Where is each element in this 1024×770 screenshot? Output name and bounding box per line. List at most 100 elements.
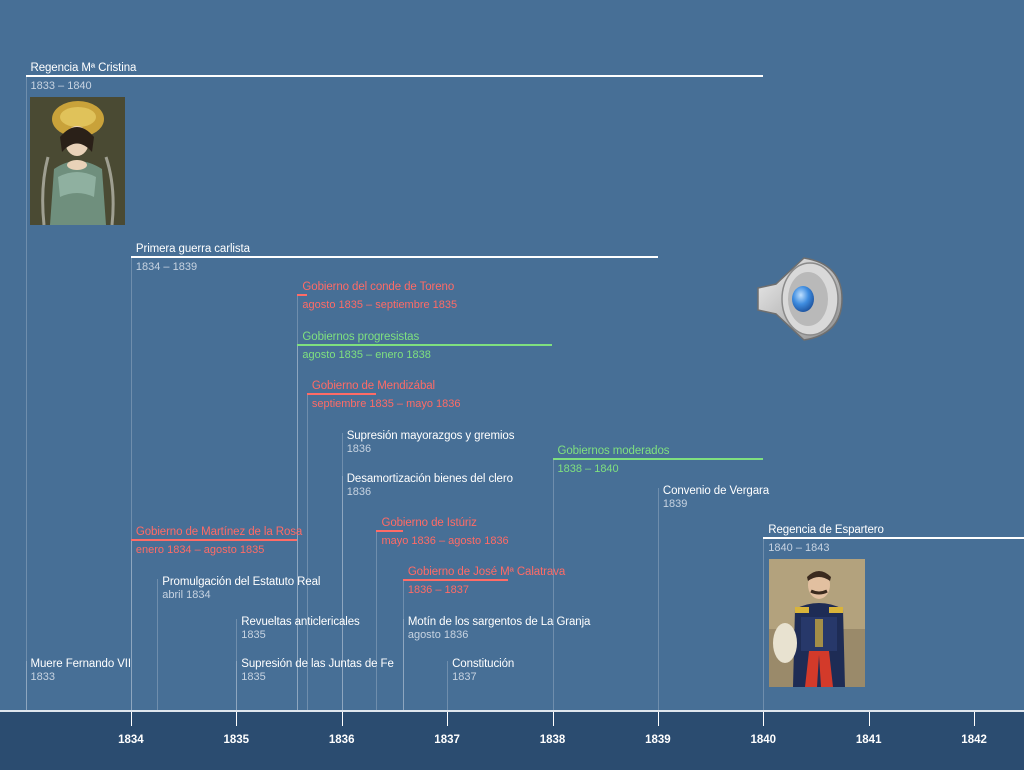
constitucion-guide-line: [447, 661, 449, 710]
event-gob-mendizabal[interactable]: Gobierno de Mendizábal septiembre 1835 – …: [312, 379, 461, 411]
gob-martinez-rosa-period-bar: [130, 539, 298, 541]
event-date: 1836 – 1837: [407, 584, 469, 596]
event-date: agosto 1835 – enero 1838: [302, 349, 431, 361]
event-title: Regencia de Espartero: [768, 524, 884, 536]
axis-tick: [763, 712, 765, 726]
event-date: agosto 1835 – septiembre 1835: [302, 299, 458, 311]
supresion-mayorazgos-guide-line: [341, 433, 343, 710]
axis-tick-label: 1839: [645, 734, 671, 746]
event-date: mayo 1836 – agosto 1836: [381, 535, 509, 547]
event-date: enero 1834 – agosto 1835: [135, 544, 265, 556]
gob-calatrava-period-bar: [402, 579, 509, 581]
gob-progresistas-guide-line: [297, 346, 299, 710]
event-date: 1840 – 1843: [768, 542, 830, 554]
regencia-espartero-period-bar: [763, 537, 1024, 539]
event-guerra-carlista[interactable]: Primera guerra carlista 1834 – 1839: [136, 242, 250, 274]
event-title: Gobierno de Mendizábal: [311, 380, 436, 392]
gob-isturiz-guide-line: [376, 532, 378, 710]
event-date: 1835: [241, 671, 266, 683]
axis-tick-label: 1837: [434, 734, 460, 746]
gob-martinez-rosa-guide-line: [130, 541, 132, 710]
event-title: Supresión mayorazgos y gremios: [346, 430, 515, 442]
event-date: 1834 – 1839: [135, 261, 198, 273]
event-date: 1839: [662, 498, 688, 510]
portrait-maria-cristina: [30, 97, 125, 225]
event-title: Gobiernos moderados: [557, 445, 670, 457]
event-gob-martinez-rosa[interactable]: Gobierno de Martínez de la Rosa enero 183…: [136, 525, 302, 557]
event-supresion-mayorazgos[interactable]: Supresión mayorazgos y gremios 1836: [347, 429, 515, 456]
supresion-juntas-guide-line: [236, 661, 238, 710]
event-title: Promulgación del Estatuto Real: [162, 576, 321, 588]
axis-tick: [974, 712, 976, 726]
gob-calatrava-guide-line: [402, 581, 404, 710]
event-date: 1837: [452, 671, 477, 683]
muere-fernando-guide-line: [25, 661, 27, 710]
event-date: 1838 – 1840: [557, 463, 619, 475]
motin-granja-guide-line: [402, 619, 404, 710]
axis-tick-label: 1836: [328, 734, 355, 746]
gob-mendizabal-guide-line: [306, 395, 308, 710]
event-title: Gobierno de José Mª Calatrava: [407, 566, 566, 578]
event-title: Gobierno del conde de Toreno: [302, 281, 455, 293]
time-axis: 1834 1835 1836 1837 1838 1839 1840 1841 1842: [0, 710, 1024, 770]
estatuto-real-guide-line: [157, 579, 159, 710]
event-date: agosto 1836: [407, 629, 469, 641]
event-date: 1833: [30, 671, 55, 683]
event-regencia-espartero[interactable]: Regencia de Espartero 1840 – 1843: [768, 523, 884, 555]
axis-tick: [552, 712, 554, 726]
event-date: 1835: [241, 629, 266, 641]
event-title: Gobiernos progresistas: [302, 331, 420, 343]
axis-tick-label: 1841: [855, 734, 882, 746]
event-title: Supresión de las Juntas de Fe: [241, 658, 394, 670]
event-title: Gobierno de Martínez de la Rosa: [135, 526, 303, 538]
gob-moderados-guide-line: [552, 460, 554, 710]
convenio-vergara-guide-line: [657, 488, 659, 710]
event-convenio-vergara[interactable]: Convenio de Vergara 1839: [663, 484, 769, 511]
axis-tick-label: 1838: [539, 734, 566, 746]
gob-moderados-period-bar: [552, 458, 764, 460]
guerra-carlista-guide-line: [130, 258, 132, 710]
event-title: Revueltas anticlericales: [241, 616, 360, 628]
event-title: Regencia Mª Cristina: [30, 62, 137, 74]
event-supresion-juntas[interactable]: Supresión de las Juntas de Fe 1835: [241, 657, 394, 684]
event-gob-calatrava[interactable]: Gobierno de José Mª Calatrava 1836 – 1837: [408, 565, 565, 597]
gob-isturiz-period-bar: [376, 530, 403, 532]
axis-tick-label: 1834: [118, 734, 144, 746]
event-estatuto-real[interactable]: Promulgación del Estatuto Real abril 1834: [162, 575, 320, 602]
axis-tick: [657, 712, 659, 726]
event-title: Motín de los sargentos de La Granja: [407, 616, 591, 628]
axis-tick-label: 1840: [750, 734, 777, 746]
event-title: Gobierno de Istúriz: [381, 517, 477, 529]
event-date: 1836: [346, 486, 372, 498]
revueltas-guide-line: [236, 619, 238, 710]
event-regencia-cristina[interactable]: Regencia Mª Cristina 1833 – 1840: [31, 61, 137, 93]
axis-tick-label: 1842: [961, 734, 987, 746]
regencia-cristina-period-bar: [25, 75, 764, 77]
event-revueltas[interactable]: Revueltas anticlericales 1835: [241, 615, 360, 642]
event-gob-isturiz[interactable]: Gobierno de Istúriz mayo 1836 – agosto 18…: [381, 516, 508, 548]
desamortizacion-guide-line: [341, 476, 343, 710]
portrait-espartero: [769, 559, 865, 687]
axis-tick-label: 1835: [223, 734, 250, 746]
event-gob-moderados[interactable]: Gobiernos moderados 1838 – 1840: [558, 444, 670, 476]
event-date: septiembre 1835 – mayo 1836: [311, 398, 461, 410]
gob-mendizabal-period-bar: [306, 393, 377, 395]
guerra-carlista-period-bar: [130, 256, 658, 258]
speaker-icon[interactable]: [752, 254, 846, 344]
gob-toreno-guide-line: [297, 296, 299, 710]
event-date: 1836: [346, 443, 372, 455]
event-title: Convenio de Vergara: [662, 485, 770, 497]
event-constitucion[interactable]: Constitución 1837: [452, 657, 514, 684]
axis-tick: [130, 712, 132, 726]
event-motin-granja[interactable]: Motín de los sargentos de La Granja agost…: [408, 615, 591, 642]
event-gob-toreno[interactable]: Gobierno del conde de Toreno agosto 1835 …: [302, 280, 457, 312]
event-desamortizacion[interactable]: Desamortización bienes del clero 1836: [347, 472, 513, 499]
event-muere-fernando[interactable]: Muere Fernando VII 1833: [30, 657, 132, 684]
event-title: Desamortización bienes del clero: [346, 473, 513, 485]
event-date: abril 1834: [162, 589, 211, 601]
gob-progresistas-period-bar: [297, 344, 553, 346]
event-title: Primera guerra carlista: [135, 243, 250, 255]
event-title: Muere Fernando VII: [30, 658, 132, 670]
event-gob-progresistas[interactable]: Gobiernos progresistas agosto 1835 – ener…: [302, 330, 430, 362]
